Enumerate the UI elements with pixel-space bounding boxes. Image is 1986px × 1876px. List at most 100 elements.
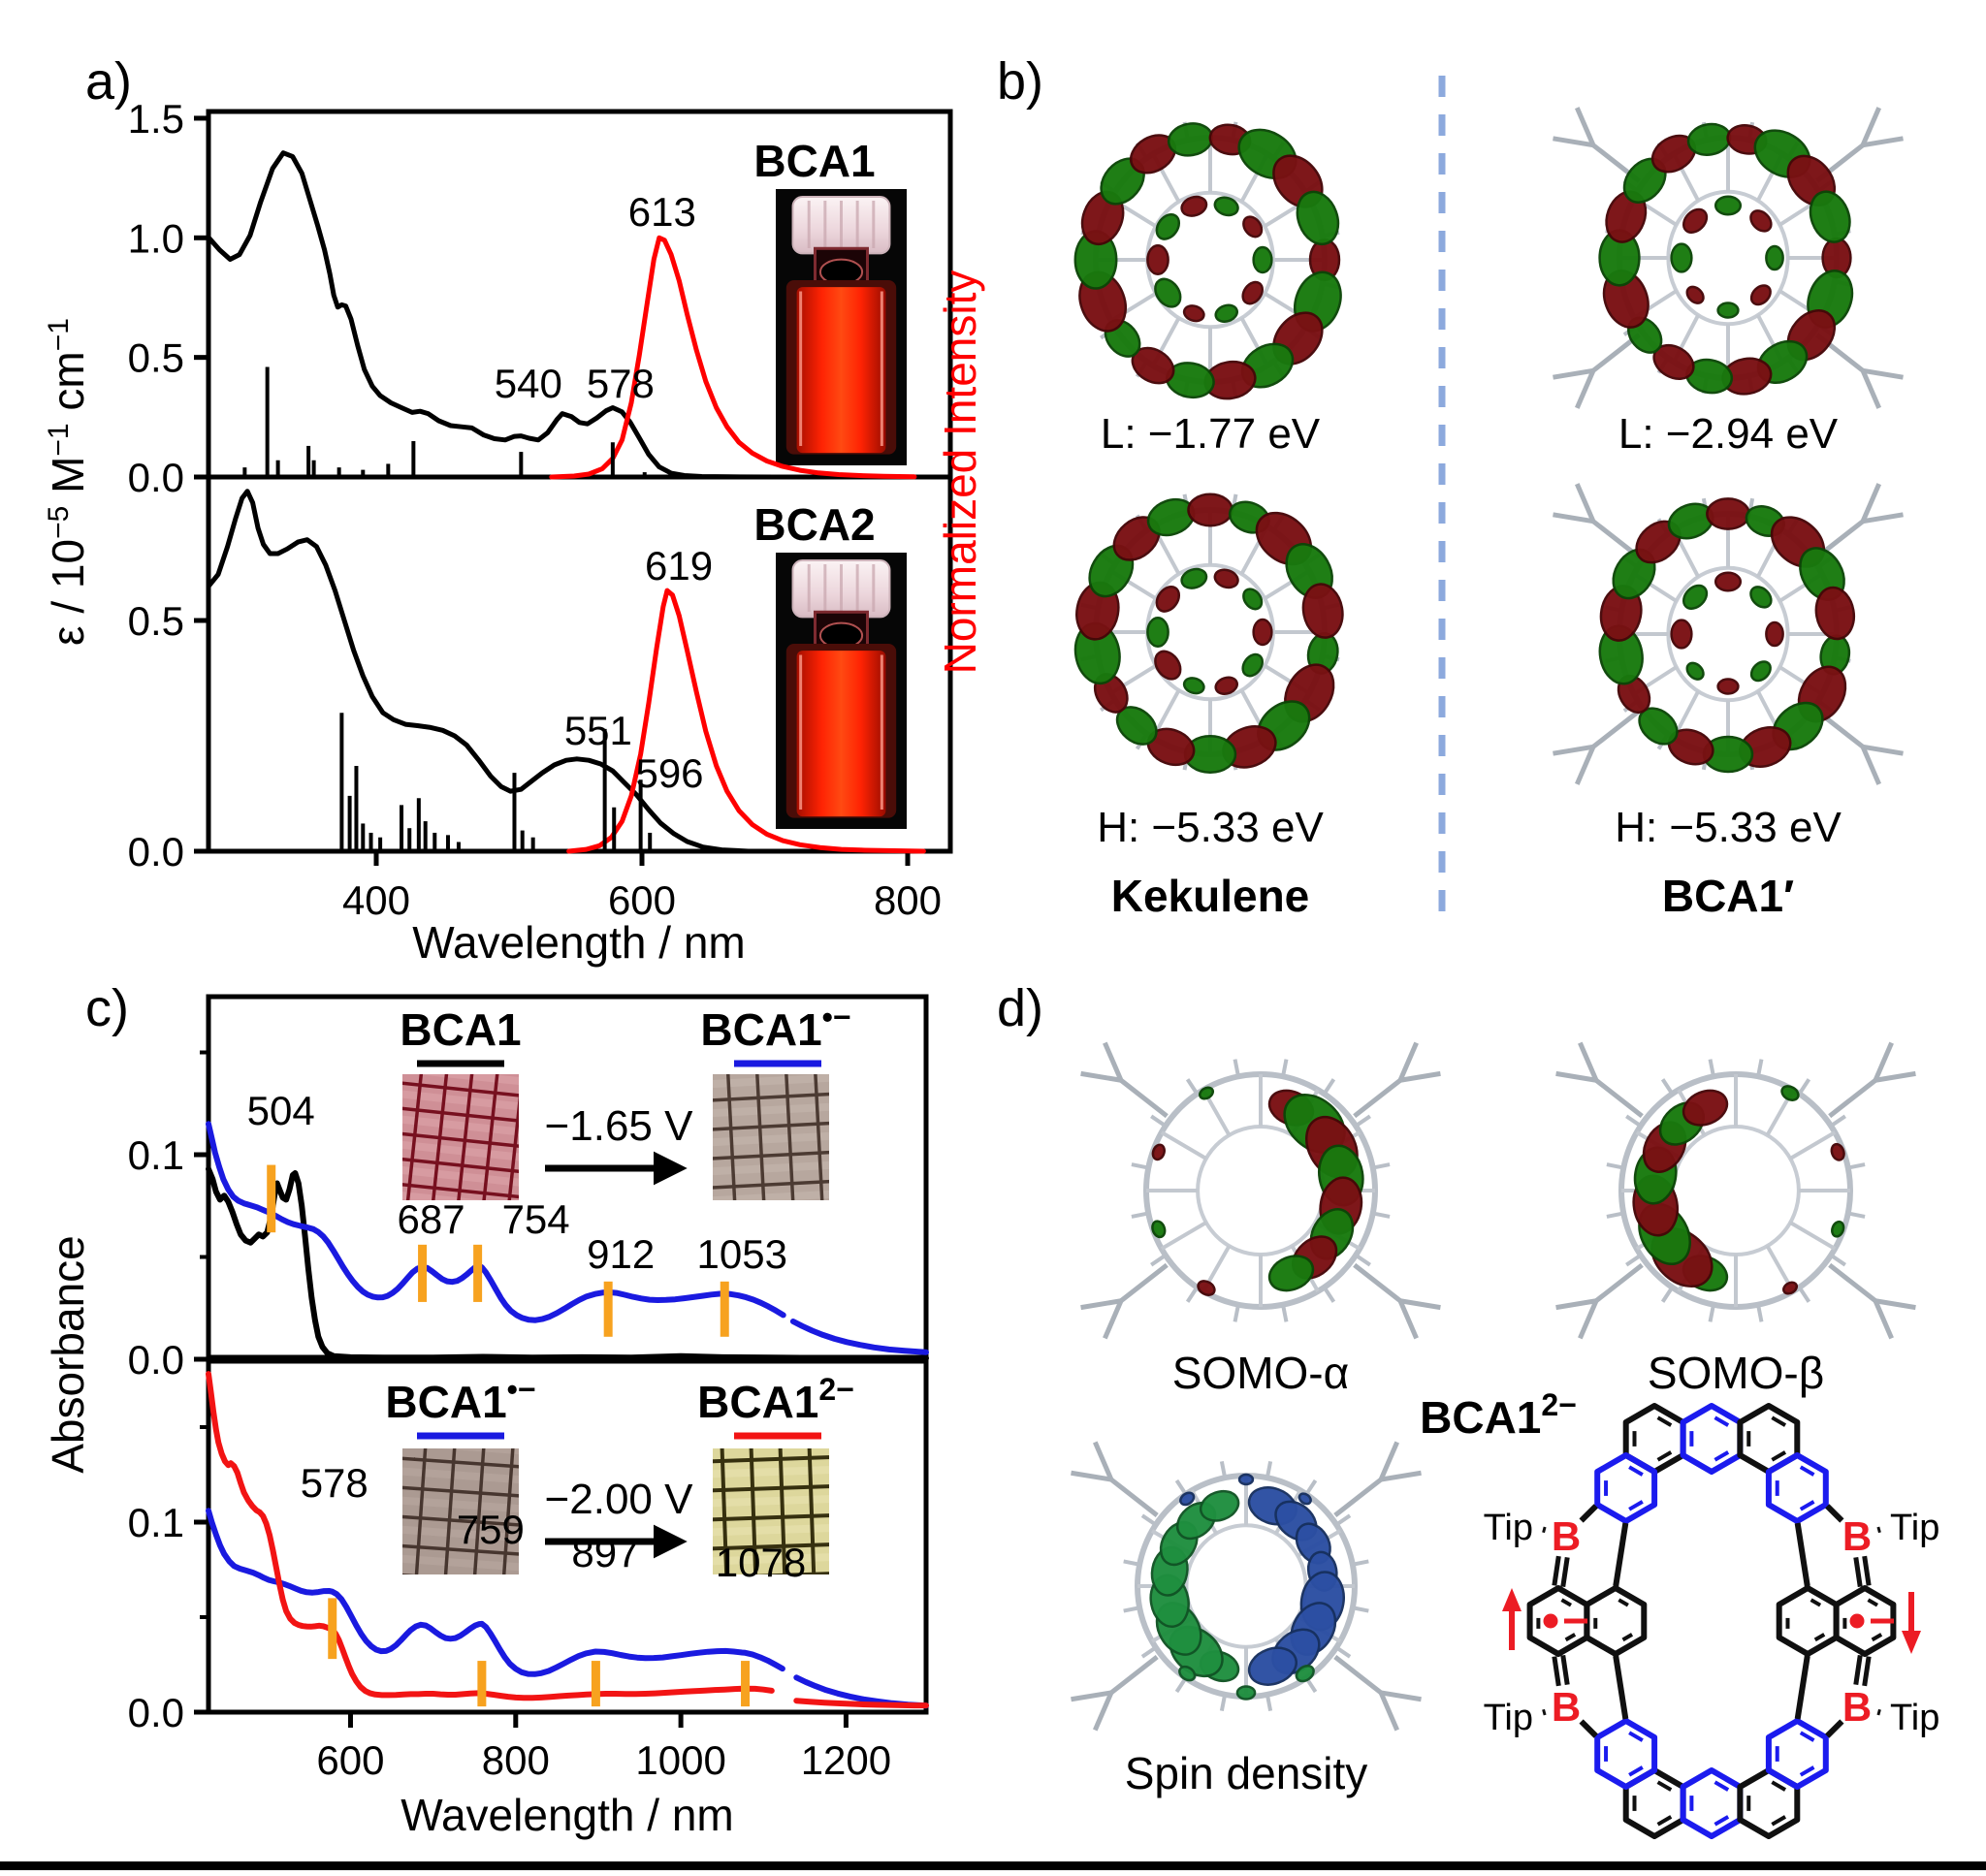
bca1-dianion-curve xyxy=(793,1698,929,1709)
peak-marker-1053 xyxy=(720,1281,729,1337)
peak-marker-759 xyxy=(477,1661,487,1707)
cuvette-solution xyxy=(796,287,886,454)
peak-marker-754 xyxy=(473,1244,483,1302)
panel-a-right-axis-title: Normalized Intensity xyxy=(935,270,985,675)
generated-label: 1200 xyxy=(801,1737,891,1783)
kekulene-homo-energy: H: −5.33 eV xyxy=(1097,804,1324,851)
peak-marker-687 xyxy=(418,1244,428,1302)
bca1-neutral-curve xyxy=(206,1165,929,1361)
panel-c-y-axis-title: Absorbance xyxy=(43,1235,93,1474)
panel-c-x-axis-title: Wavelength / nm xyxy=(400,1790,733,1840)
somo-alpha-isosurface xyxy=(1080,1041,1441,1340)
panel-d-generated-molecules xyxy=(1071,1041,1916,1732)
bca1p-homo-energy: H: −5.33 eV xyxy=(1615,804,1842,851)
generated-label: 0.0 xyxy=(128,829,184,874)
panel-d-letter: d) xyxy=(997,979,1043,1037)
generated-label: 0.5 xyxy=(128,598,184,644)
bca1-dianion-label: BCA12− xyxy=(697,1372,854,1427)
bca1-radical-electrode-photo-2 xyxy=(402,1448,519,1574)
bca1p-lumo-isosurface xyxy=(1553,107,1904,409)
peak-marker-897 xyxy=(591,1661,600,1707)
bca1-radical-anion-label-2: BCA1•− xyxy=(385,1372,535,1427)
bca1-neutral-label: BCA1 xyxy=(400,1004,521,1055)
bca1-dianion-curve xyxy=(206,1371,775,1701)
generated-label: 613 xyxy=(628,189,696,235)
panel-b-letter: b) xyxy=(997,52,1043,111)
bca1-dianion-structure-drawing: B Tip B Tip B Tip B Tip xyxy=(1484,1403,1939,1839)
generated-label: 0.0 xyxy=(128,455,184,500)
kekulene-name: Kekulene xyxy=(1111,871,1310,921)
radical-dot-right xyxy=(1849,1613,1865,1629)
bca1-radical-electrode-photo xyxy=(713,1074,829,1200)
kekulene-lumo-isosurface xyxy=(1073,121,1342,400)
generated-label: 1053 xyxy=(697,1231,787,1277)
bca1p-lumo-energy: L: −2.94 eV xyxy=(1618,410,1839,458)
panel-b-generated-molecules xyxy=(1073,107,1904,785)
reduction-voltage-1: −1.65 V xyxy=(545,1102,694,1150)
boron-atom-label: B xyxy=(1842,1684,1872,1730)
panel-a-y-axis-title: ε / 10−5 M−1 cm−1 xyxy=(43,318,93,646)
radical-dot-left xyxy=(1543,1613,1558,1629)
cuvette-solution xyxy=(796,651,886,817)
peak-marker-1078 xyxy=(741,1661,751,1707)
generated-label: 912 xyxy=(587,1231,655,1277)
kekulene-homo-isosurface xyxy=(1073,493,1344,774)
bca1p-homo-isosurface xyxy=(1553,483,1904,785)
generated-label: 596 xyxy=(635,750,703,796)
bca1-electrode-photo xyxy=(402,1074,519,1200)
bca1-radical-anion-label: BCA1•− xyxy=(700,1000,850,1055)
generated-label: 0.0 xyxy=(128,1337,184,1383)
generated-label: 504 xyxy=(247,1088,315,1133)
bca2-spectrum-title: BCA2 xyxy=(753,499,875,550)
panel-a-generated-plot: 400 600 800 0.0 0.5 1.0 1.5 0.0 0.5 540 578 613 5515… xyxy=(128,96,942,923)
bca1-emission-curve xyxy=(549,235,917,480)
panel-a-letter: a) xyxy=(85,52,132,111)
figure-bottom-rule xyxy=(0,1861,1986,1870)
bca1-radical-anion-curve xyxy=(789,1319,929,1355)
generated-label: 800 xyxy=(482,1737,550,1783)
panel-a: a) ε / 10−5 M−1 cm−1 Normalized Intensit… xyxy=(43,52,985,968)
somo-beta-label: SOMO-β xyxy=(1648,1348,1824,1398)
generated-label: 400 xyxy=(342,877,410,923)
generated-label: 600 xyxy=(316,1737,384,1783)
bca1-radical-anion-curve xyxy=(206,1121,786,1323)
generated-label: 1.5 xyxy=(128,96,184,142)
peak-marker-912 xyxy=(603,1281,613,1337)
bca1-dianion-electrode-photo xyxy=(713,1448,829,1574)
generated-label: 1078 xyxy=(716,1540,806,1585)
generated-label: 800 xyxy=(874,877,942,923)
panel-c: c) Absorbance Wavelength / nm BCA1 BCA1•… xyxy=(43,979,929,1840)
generated-label: 578 xyxy=(587,361,655,406)
bca2-emission-curve xyxy=(566,588,926,854)
kekulene-lumo-energy: L: −1.77 eV xyxy=(1101,410,1321,458)
panel-d-structure: B Tip B Tip B Tip B Tip xyxy=(1484,1403,1939,1839)
somo-alpha-label: SOMO-α xyxy=(1172,1348,1349,1398)
tip-group-label: Tip xyxy=(1484,1698,1533,1738)
generated-label: 759 xyxy=(457,1507,525,1552)
generated-label: 551 xyxy=(564,708,632,753)
panel-b: b) L: −1.77 eV L: −2.94 eV H: −5.33 eV H… xyxy=(997,52,1904,929)
somo-beta-isosurface xyxy=(1555,1041,1916,1340)
bca1-absorption-curve xyxy=(206,150,778,480)
bca2-cuvette-photo xyxy=(776,553,907,829)
bca1-radical-anion-replot-curve xyxy=(206,1508,785,1677)
bca1p-name: BCA1′ xyxy=(1662,871,1794,921)
peak-marker-504 xyxy=(267,1164,276,1233)
generated-label: 754 xyxy=(502,1196,570,1242)
boron-atom-label: B xyxy=(1842,1513,1872,1559)
boron-atom-label: B xyxy=(1552,1513,1581,1559)
panel-c-generated-plot: 600 800 1000 1200 0.0 0.1 0.0 0.1 504 687 754 912 10… xyxy=(128,1050,929,1783)
spin-density-isosurface xyxy=(1071,1441,1422,1732)
panel-c-letter: c) xyxy=(85,979,129,1037)
generated-label: 897 xyxy=(571,1530,639,1575)
reduction-voltage-2: −2.00 V xyxy=(545,1476,694,1523)
generated-label: 1.0 xyxy=(128,215,184,261)
generated-label: 600 xyxy=(608,877,676,923)
generated-label: 619 xyxy=(645,543,713,588)
generated-label: 0.5 xyxy=(128,335,184,381)
tip-group-label: Tip xyxy=(1484,1508,1533,1548)
bca1-spectrum-title: BCA1 xyxy=(753,136,875,186)
